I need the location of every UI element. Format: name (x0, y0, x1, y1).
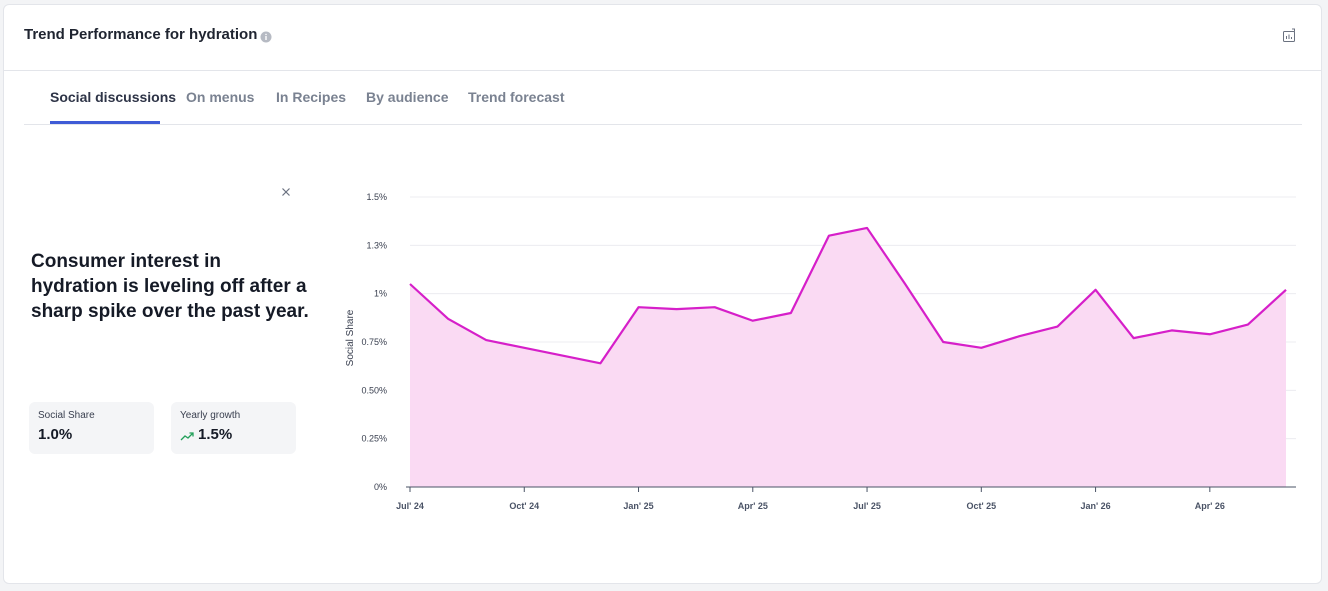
trend-performance-card: Trend Performance for hydration Social d… (3, 4, 1322, 584)
stat-value: 1.0% (38, 426, 73, 443)
stat-social-share: Social Share 1.0% (29, 402, 154, 454)
x-tick-label: Jul' 24 (396, 501, 424, 511)
trend-up-icon (180, 432, 194, 441)
x-tick-label: Oct' 24 (509, 501, 539, 511)
x-tick-label: Jan' 26 (1080, 501, 1110, 511)
y-tick-label: 1% (374, 289, 387, 299)
series-area (410, 227, 1286, 487)
y-axis-title: Social Share (345, 309, 356, 366)
tab-by-audience[interactable]: By audience (366, 89, 449, 105)
y-tick-label: 0.25% (361, 434, 387, 444)
card-title: Trend Performance for hydration (24, 26, 258, 43)
x-tick-label: Oct' 25 (966, 501, 996, 511)
tab-in-recipes[interactable]: In Recipes (276, 89, 347, 105)
info-circle-icon[interactable] (260, 31, 272, 43)
x-tick-label: Jul' 25 (853, 501, 881, 511)
export-chart-icon[interactable] (1281, 28, 1297, 44)
stat-label: Social Share (38, 410, 95, 421)
close-icon[interactable] (279, 185, 293, 199)
stat-label: Yearly growth (180, 410, 241, 421)
x-tick-label: Apr' 25 (738, 501, 768, 511)
active-tab-indicator (50, 121, 160, 124)
tab-social-discussions[interactable]: Social discussions (50, 89, 177, 105)
y-tick-label: 0.75% (361, 337, 387, 347)
y-tick-label: 0.50% (361, 385, 387, 395)
tab-bar: Social discussions On menus In Recipes B… (24, 71, 1302, 125)
insight-headline: Consumer interest in hydration is leveli… (31, 251, 309, 322)
y-tick-label: 0% (374, 482, 387, 492)
social-share-chart: 0% 0.25% 0.50% 0.75% 1% 1.3% 1.5% Jul' 24 Oct' … (345, 192, 1296, 511)
series-line (409, 226, 1287, 365)
y-tick-label: 1.3% (366, 240, 387, 250)
stat-value: 1.5% (198, 426, 233, 443)
x-tick-label: Jan' 25 (623, 501, 653, 511)
card-header: Trend Performance for hydration (4, 5, 1321, 71)
tab-trend-forecast[interactable]: Trend forecast (468, 89, 565, 105)
stat-yearly-growth: Yearly growth 1.5% (171, 402, 296, 454)
y-tick-label: 1.5% (366, 192, 387, 202)
x-tick-label: Apr' 26 (1195, 501, 1225, 511)
tab-on-menus[interactable]: On menus (186, 89, 255, 105)
